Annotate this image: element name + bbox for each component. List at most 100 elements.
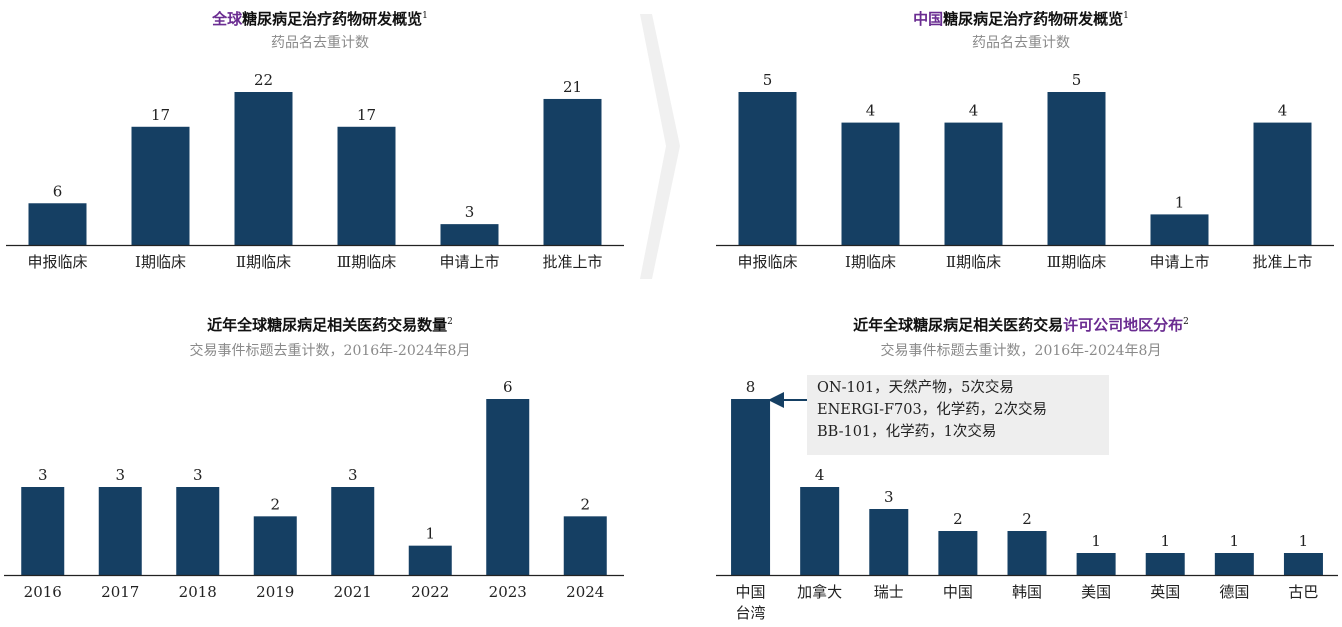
panel-china-pipeline: 中国糖尿病足治疗药物研发概览1 药品名去重计数 — [700, 0, 1342, 290]
bar — [28, 203, 87, 245]
bar-value-label: 4 — [969, 102, 979, 120]
category-label: 2019 — [256, 583, 294, 601]
bar — [938, 531, 978, 575]
bar — [800, 487, 840, 575]
callout-line: ENERGI-F703，化学药，2次交易 — [817, 402, 1047, 418]
category-label: 2022 — [411, 583, 449, 601]
panel-subtitle: 交易事件标题去重计数，2016年-2024年8月 — [880, 343, 1162, 359]
panel-title: 全球糖尿病足治疗药物研发概览1 — [212, 10, 428, 28]
bar-value-label: 3 — [348, 466, 358, 484]
bar — [337, 126, 396, 245]
bar-value-label: 8 — [746, 378, 756, 396]
bar — [1145, 553, 1185, 575]
category-label: 加拿大 — [797, 583, 842, 601]
bar-value-label: 2 — [1022, 510, 1032, 528]
category-label: 台湾 — [736, 604, 766, 622]
bar — [738, 92, 797, 245]
chart-deals-by-year: 3 2016 3 2017 3 2018 2 2019 3 2021 1 2022 6 2023 2 2024 — [4, 378, 624, 601]
bar-value-label: 1 — [1160, 532, 1170, 550]
category-label: 2016 — [24, 583, 62, 601]
bar — [1150, 214, 1209, 245]
panel-licensor-region: 近年全球糖尿病足相关医药交易许可公司地区分布2 交易事件标题去重计数，2016年… — [700, 312, 1342, 627]
bar-value-label: 1 — [1175, 193, 1185, 211]
bar — [1076, 553, 1116, 575]
bar-value-label: 1 — [1230, 532, 1240, 550]
category-label: Ⅲ期临床 — [1047, 253, 1106, 271]
bar-value-label: 17 — [357, 106, 376, 124]
category-label: 2017 — [101, 583, 139, 601]
bar — [1214, 553, 1254, 575]
panel-subtitle: 交易事件标题去重计数，2016年-2024年8月 — [189, 343, 471, 359]
category-label: 申报临床 — [737, 253, 797, 271]
bar-value-label: 3 — [465, 203, 475, 221]
bar-value-label: 1 — [1299, 532, 1309, 550]
category-label: 批准上市 — [542, 253, 602, 271]
category-label: Ⅰ期临床 — [135, 253, 186, 271]
category-label: Ⅲ期临床 — [337, 253, 396, 271]
panel-title: 近年全球糖尿病足相关医药交易数量2 — [207, 316, 453, 334]
divider-chevron — [640, 14, 680, 279]
category-label: 中国 — [736, 583, 766, 601]
category-label: 美国 — [1081, 583, 1111, 601]
bar — [21, 487, 65, 575]
bar-value-label: 22 — [254, 71, 273, 89]
chart-china-pipeline: 5 申报临床 4 Ⅰ期临床 4 Ⅱ期临床 5 Ⅲ期临床 1 申请上市 4 批准上市 — [716, 71, 1334, 271]
bar — [234, 92, 293, 245]
bar-value-label: 6 — [503, 378, 513, 396]
bar — [1047, 92, 1106, 245]
category-label: Ⅰ期临床 — [845, 253, 896, 271]
category-label: 2021 — [334, 583, 372, 601]
callout-box: ON-101，天然产物，5次交易 ENERGI-F703，化学药，2次交易 BB… — [807, 375, 1109, 455]
category-label: 德国 — [1219, 583, 1249, 601]
bar — [869, 509, 909, 575]
bar-value-label: 3 — [115, 466, 125, 484]
panel-subtitle: 药品名去重计数 — [271, 35, 369, 51]
panel-subtitle: 药品名去重计数 — [972, 35, 1070, 51]
bar-value-label: 3 — [38, 466, 48, 484]
bar — [731, 399, 771, 575]
category-label: Ⅱ期临床 — [236, 253, 291, 271]
bar-value-label: 17 — [151, 106, 170, 124]
bar-value-label: 4 — [866, 102, 876, 120]
bar — [841, 122, 900, 245]
bar-value-label: 2 — [953, 510, 963, 528]
category-label: 申报临床 — [27, 253, 87, 271]
bar-value-label: 2 — [580, 495, 590, 513]
category-label: 英国 — [1150, 583, 1180, 601]
bar-value-label: 6 — [53, 182, 63, 200]
callout-line: ON-101，天然产物，5次交易 — [817, 380, 1014, 396]
bar-value-label: 21 — [563, 78, 582, 96]
bar — [1283, 553, 1323, 575]
bar — [331, 487, 375, 575]
bar-value-label: 3 — [193, 466, 203, 484]
category-label: 申请上市 — [439, 253, 499, 271]
category-label: 中国 — [943, 583, 973, 601]
bar — [440, 224, 499, 245]
bar-value-label: 3 — [884, 488, 894, 506]
bar-value-label: 4 — [1278, 102, 1288, 120]
bar — [1007, 531, 1047, 575]
bar — [176, 487, 220, 575]
bar — [543, 98, 602, 245]
bar — [98, 487, 142, 575]
bar — [253, 516, 297, 575]
bar — [1253, 122, 1312, 245]
panel-title: 中国糖尿病足治疗药物研发概览1 — [913, 10, 1129, 28]
category-label: 申请上市 — [1149, 253, 1209, 271]
category-label: 古巴 — [1288, 583, 1318, 601]
bar — [944, 122, 1003, 245]
bar-value-label: 4 — [815, 466, 825, 484]
category-label: Ⅱ期临床 — [946, 253, 1001, 271]
callout-line: BB-101，化学药，1次交易 — [817, 424, 997, 440]
category-label: 2024 — [566, 583, 604, 601]
bar-value-label: 5 — [1072, 71, 1082, 89]
bar-value-label: 1 — [425, 525, 435, 543]
category-label: 瑞士 — [874, 583, 904, 601]
bar-value-label: 2 — [270, 495, 280, 513]
bar — [563, 516, 607, 575]
bar-value-label: 5 — [763, 71, 773, 89]
category-label: 批准上市 — [1252, 253, 1312, 271]
bar — [486, 399, 530, 575]
bar-value-label: 1 — [1091, 532, 1101, 550]
